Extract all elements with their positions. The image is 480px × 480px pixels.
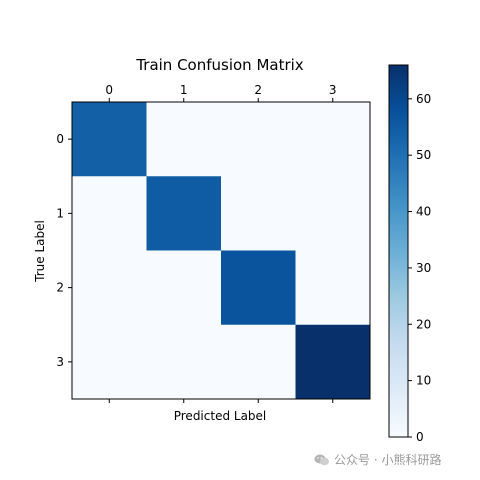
matrix-cell-2-1 <box>146 250 222 326</box>
matrix-cell-3-1 <box>146 324 222 400</box>
y-tick-label: 2 <box>56 281 64 295</box>
colorbar-tick-label: 50 <box>416 148 431 162</box>
matrix-cell-0-2 <box>221 102 296 177</box>
matrix-cells <box>72 102 371 400</box>
colorbar-tick-group: 0 10 20 30 40 50 60 <box>408 92 431 444</box>
wechat-icon <box>314 454 329 465</box>
matrix-cell-3-3 <box>295 324 371 400</box>
colorbar-tick-label: 0 <box>416 430 424 444</box>
colorbar-tick-label: 20 <box>416 317 431 331</box>
matrix-cell-1-0 <box>72 176 147 251</box>
y-axis-label: True Label <box>33 220 47 283</box>
matrix-cell-2-0 <box>72 250 147 326</box>
y-tick-label: 0 <box>56 132 64 146</box>
matrix-cell-2-3 <box>295 250 371 326</box>
colorbar-tick-label: 30 <box>416 261 431 275</box>
colorbar <box>388 64 409 438</box>
matrix-cell-3-2 <box>221 324 296 400</box>
matrix-cell-1-3 <box>295 176 371 251</box>
matrix-cell-3-0 <box>72 324 147 400</box>
x-tick-label: 0 <box>105 83 113 97</box>
matrix-cell-0-1 <box>146 102 222 177</box>
plot-frame <box>71 101 371 400</box>
x-tick-label: 3 <box>329 83 337 97</box>
y-tick-label: 3 <box>56 355 64 369</box>
y-tick-group: 0 1 2 3 <box>56 132 72 369</box>
colorbar-tick-label: 10 <box>416 374 431 388</box>
colorbar-tick-label: 60 <box>416 92 431 106</box>
colorbar-tick-label: 40 <box>416 205 431 219</box>
matrix-cell-0-0 <box>72 102 147 177</box>
chart-title: Train Confusion Matrix <box>135 56 303 74</box>
y-tick-label: 1 <box>56 206 64 220</box>
x-tick-group: 0 1 2 3 <box>105 83 337 403</box>
x-axis-label: Predicted Label <box>174 409 267 423</box>
matrix-cell-1-2 <box>221 176 296 251</box>
watermark: 公众号 · 小熊科研路 <box>314 451 441 468</box>
x-tick-label: 2 <box>254 83 262 97</box>
x-tick-label: 1 <box>180 83 188 97</box>
matrix-cell-1-1 <box>146 176 222 251</box>
matrix-cell-2-2 <box>221 250 296 326</box>
matrix-cell-0-3 <box>295 102 371 177</box>
watermark-text: 公众号 · 小熊科研路 <box>334 453 442 467</box>
